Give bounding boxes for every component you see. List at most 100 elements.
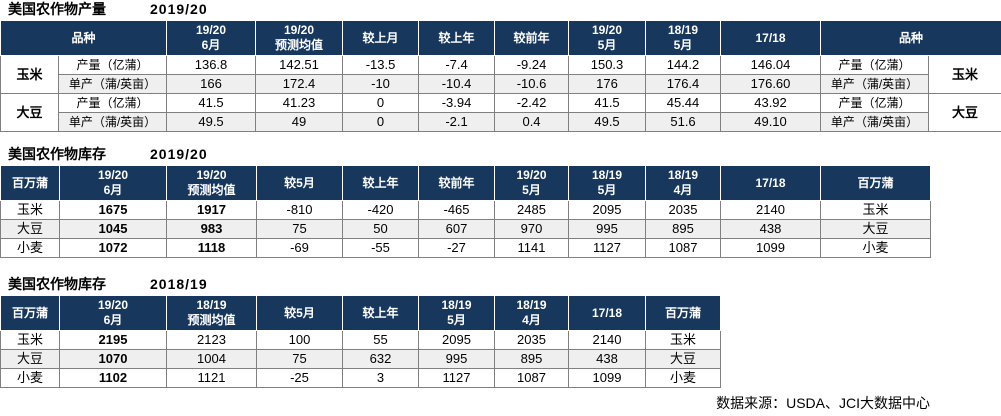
value-cell: -420 <box>342 200 419 220</box>
value-cell: 0 <box>342 112 420 132</box>
table-row: 单产（蒲/英亩） 49.5 49 0 -2.1 0.4 49.5 51.6 49… <box>1 112 1001 132</box>
column-header-unit-left: 百万蒲 <box>0 165 60 201</box>
title-period: 2019/20 <box>150 146 208 162</box>
column-header: 19/20 预测均值 <box>255 20 344 56</box>
value-cell: 1118 <box>166 238 257 258</box>
value-cell: -10.6 <box>494 74 570 94</box>
crop-cell: 大豆 <box>928 93 1001 132</box>
table-row: 玉米 产量（亿蒲） 136.8 142.51 -13.5 -7.4 -9.24 … <box>0 55 1001 94</box>
table-row: 大豆 1070 1004 75 632 995 895 438 大豆 <box>0 349 721 369</box>
column-header: 19/20 6月 <box>59 295 167 331</box>
value-cell: 1087 <box>645 238 721 258</box>
column-header: 17/18 <box>720 20 822 56</box>
table-row: 玉米 1675 1917 -810 -420 -465 2485 2095 20… <box>0 200 931 220</box>
column-header: 较5月 <box>256 295 343 331</box>
stocks-2019-20-table-title: 美国农作物库存 2019/20 <box>0 145 1001 165</box>
value-cell: 142.51 <box>255 55 344 75</box>
value-cell: 146.04 <box>720 55 822 75</box>
value-cell: 1070 <box>59 349 167 369</box>
crop-cell: 小麦 <box>0 238 60 258</box>
column-header: 18/19 5月 <box>645 20 722 56</box>
title-text: 美国农作物产量 <box>8 1 106 17</box>
value-cell: 1917 <box>166 200 257 220</box>
value-cell: 45.44 <box>645 93 722 113</box>
value-cell: -7.4 <box>418 55 496 75</box>
value-cell: 49.5 <box>166 112 257 132</box>
value-cell: 3 <box>342 368 419 388</box>
metric-cell: 单产（蒲/英亩） <box>57 112 168 132</box>
column-header: 19/20 5月 <box>494 165 569 201</box>
title-text: 美国农作物库存 <box>8 276 106 292</box>
value-cell: 995 <box>568 219 646 239</box>
value-cell: 55 <box>342 330 419 350</box>
data-source-note: 数据来源：USDA、JCI大数据中心 <box>0 388 1001 411</box>
metric-cell: 单产（蒲/英亩） <box>57 74 168 94</box>
crop-cell: 玉米 <box>645 330 721 350</box>
value-cell: 150.3 <box>568 55 647 75</box>
value-cell: 2095 <box>418 330 495 350</box>
crop-stocks-2019-20-table: 百万蒲 19/20 6月 19/20 预测均值 较5月 较上年 较前年 19/2… <box>0 165 931 258</box>
title-period: 2019/20 <box>150 1 208 17</box>
column-header: 19/20 5月 <box>568 20 647 56</box>
column-header: 19/20 6月 <box>166 20 257 56</box>
crop-cell: 小麦 <box>0 368 60 388</box>
crop-cell: 小麦 <box>820 238 931 258</box>
column-header-unit-right: 百万蒲 <box>645 295 721 331</box>
crop-cell: 玉米 <box>820 200 931 220</box>
value-cell: 632 <box>342 349 419 369</box>
column-header: 19/20 6月 <box>59 165 167 201</box>
value-cell: 172.4 <box>255 74 344 94</box>
value-cell: 1099 <box>720 238 821 258</box>
table-row: 玉米 2195 2123 100 55 2095 2035 2140 玉米 <box>0 330 721 350</box>
value-cell: 1045 <box>59 219 167 239</box>
value-cell: 2140 <box>720 200 821 220</box>
metric-cell: 单产（蒲/英亩） <box>820 74 930 94</box>
value-cell: 43.92 <box>720 93 822 113</box>
value-cell: 2035 <box>645 200 721 220</box>
value-cell: -27 <box>418 238 495 258</box>
value-cell: -10 <box>342 74 420 94</box>
stocks-2018-19-table-title: 美国农作物库存 2018/19 <box>0 275 1001 295</box>
column-header: 较上年 <box>342 295 419 331</box>
crop-cell: 玉米 <box>0 330 60 350</box>
value-cell: 2195 <box>59 330 167 350</box>
value-cell: 983 <box>166 219 257 239</box>
value-cell: 1127 <box>418 368 495 388</box>
crop-cell: 玉米 <box>928 55 1001 94</box>
column-header: 18/19 5月 <box>418 295 495 331</box>
crop-production-table: 品种 19/20 6月 19/20 预测均值 较上月 较上年 较前年 19/20… <box>0 20 1001 132</box>
metric-cell: 产量（亿蒲） <box>57 55 168 75</box>
value-cell: 895 <box>645 219 721 239</box>
value-cell: 166 <box>166 74 257 94</box>
value-cell: 1141 <box>494 238 569 258</box>
table-row: 大豆 1045 983 75 50 607 970 995 895 438 大豆 <box>0 219 931 239</box>
value-cell: -25 <box>256 368 343 388</box>
value-cell: 49 <box>255 112 344 132</box>
value-cell: 970 <box>494 219 569 239</box>
metric-cell: 单产（蒲/英亩） <box>820 112 930 132</box>
column-header: 18/19 预测均值 <box>166 295 257 331</box>
value-cell: 1675 <box>59 200 167 220</box>
column-header: 19/20 预测均值 <box>166 165 257 201</box>
value-cell: 1121 <box>166 368 257 388</box>
value-cell: 75 <box>256 349 343 369</box>
value-cell: -810 <box>256 200 343 220</box>
value-cell: 176.4 <box>645 74 722 94</box>
value-cell: 0.4 <box>494 112 570 132</box>
value-cell: 1087 <box>494 368 569 388</box>
value-cell: 2123 <box>166 330 257 350</box>
value-cell: 1102 <box>59 368 167 388</box>
value-cell: 100 <box>256 330 343 350</box>
table-row: 大豆 产量（亿蒲） 41.5 41.23 0 -3.94 -2.42 41.5 … <box>0 93 1001 132</box>
value-cell: -55 <box>342 238 419 258</box>
value-cell: 1099 <box>568 368 646 388</box>
metric-cell: 产量（亿蒲） <box>57 93 168 113</box>
column-header: 18/19 5月 <box>568 165 646 201</box>
title-period: 2018/19 <box>150 276 208 292</box>
value-cell: -69 <box>256 238 343 258</box>
value-cell: -2.42 <box>494 93 570 113</box>
value-cell: 49.10 <box>720 112 822 132</box>
value-cell: 41.23 <box>255 93 344 113</box>
column-header: 17/18 <box>720 165 821 201</box>
